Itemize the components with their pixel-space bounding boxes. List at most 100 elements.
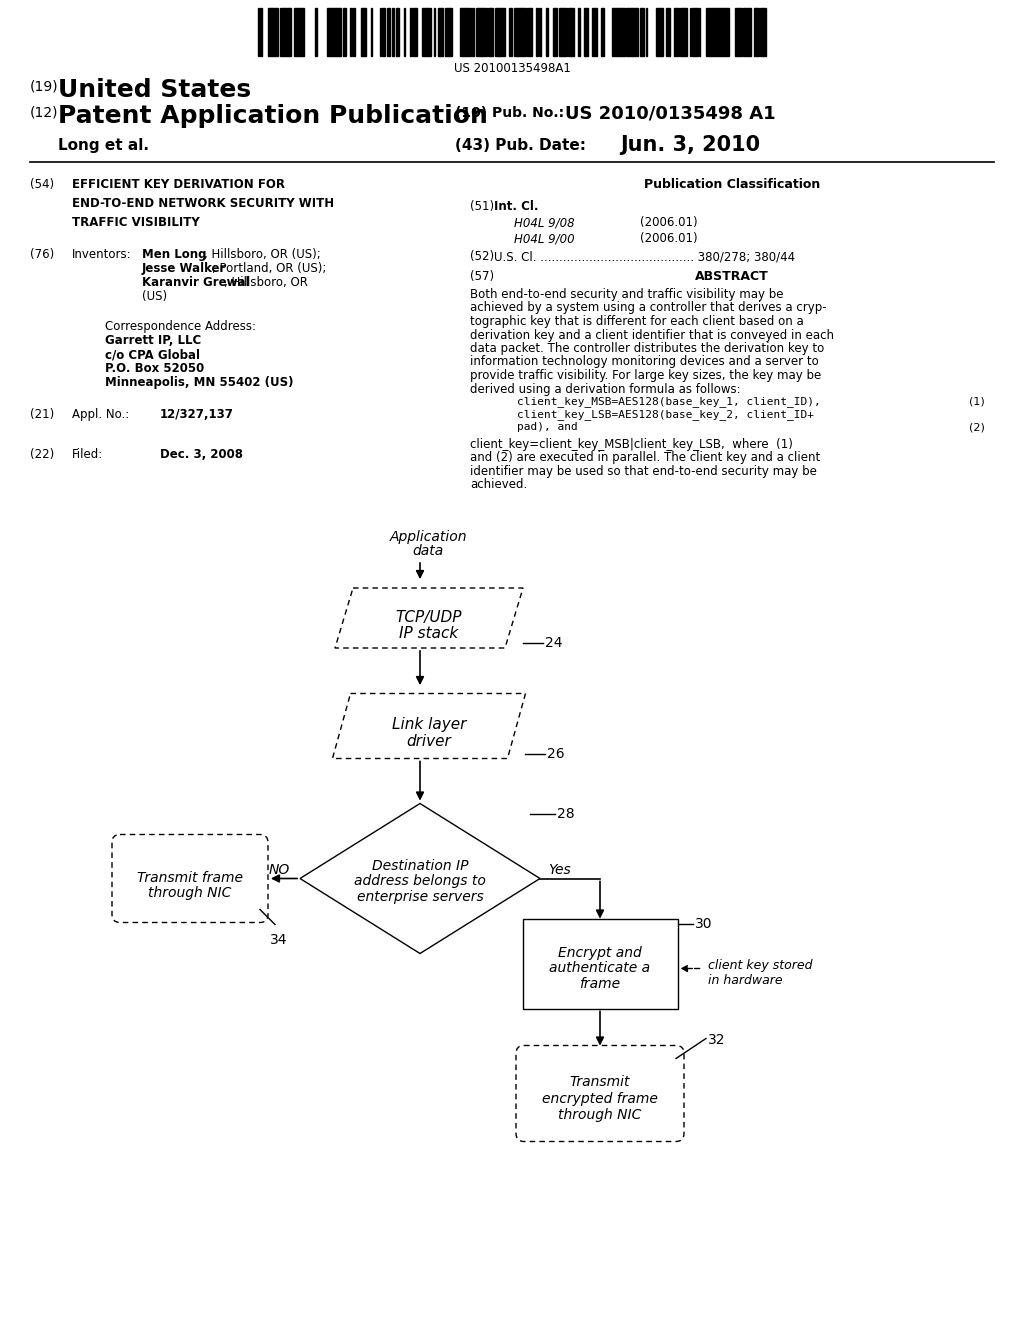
Text: enterprise servers: enterprise servers xyxy=(356,891,483,904)
Text: EFFICIENT KEY DERIVATION FOR
END-TO-END NETWORK SECURITY WITH
TRAFFIC VISIBILITY: EFFICIENT KEY DERIVATION FOR END-TO-END … xyxy=(72,178,334,228)
Text: (10) Pub. No.:: (10) Pub. No.: xyxy=(455,106,564,120)
Text: client_key_LSB=AES128(base_key_2, client_ID+: client_key_LSB=AES128(base_key_2, client… xyxy=(490,409,814,420)
Bar xyxy=(383,8,385,55)
Text: TCP/UDP: TCP/UDP xyxy=(395,610,462,624)
Bar xyxy=(350,8,352,55)
Bar xyxy=(584,8,586,55)
Text: Minneapolis, MN 55402 (US): Minneapolis, MN 55402 (US) xyxy=(105,376,294,389)
Text: U.S. Cl. ......................................... 380/278; 380/44: U.S. Cl. ...............................… xyxy=(494,249,795,263)
Bar xyxy=(439,8,443,55)
Text: Jun. 3, 2010: Jun. 3, 2010 xyxy=(620,135,760,154)
Text: Dec. 3, 2008: Dec. 3, 2008 xyxy=(160,447,243,461)
Text: (52): (52) xyxy=(470,249,495,263)
Bar xyxy=(628,8,633,55)
Text: Yes: Yes xyxy=(548,863,570,878)
Bar xyxy=(514,8,518,55)
Bar xyxy=(570,8,574,55)
Bar xyxy=(336,8,340,55)
Bar xyxy=(714,8,718,55)
Text: c/o CPA Global: c/o CPA Global xyxy=(105,348,200,360)
Bar xyxy=(461,8,466,55)
Bar xyxy=(315,8,317,55)
Bar xyxy=(561,8,564,55)
Bar xyxy=(445,8,449,55)
Bar xyxy=(482,8,487,55)
Text: (22): (22) xyxy=(30,447,54,461)
Text: ABSTRACT: ABSTRACT xyxy=(695,271,769,282)
Text: driver: driver xyxy=(407,734,452,748)
Text: achieved.: achieved. xyxy=(470,479,527,491)
Text: (2): (2) xyxy=(969,422,985,432)
Text: client_key=client_key_MSB|client_key_LSB,  where  (1): client_key=client_key_MSB|client_key_LSB… xyxy=(470,438,793,451)
Text: (21): (21) xyxy=(30,408,54,421)
Bar xyxy=(539,8,541,55)
Bar xyxy=(666,8,670,55)
Text: (43) Pub. Date:: (43) Pub. Date: xyxy=(455,139,586,153)
Text: (51): (51) xyxy=(470,201,495,213)
Text: through NIC: through NIC xyxy=(148,887,231,900)
Bar xyxy=(618,8,622,55)
Text: data: data xyxy=(413,544,443,558)
Bar xyxy=(546,8,548,55)
Bar xyxy=(694,8,696,55)
Bar xyxy=(684,8,687,55)
Bar xyxy=(268,8,270,55)
Text: achieved by a system using a controller that derives a cryp-: achieved by a system using a controller … xyxy=(470,301,826,314)
Bar xyxy=(527,8,531,55)
Text: derived using a derivation formula as follows:: derived using a derivation formula as fo… xyxy=(470,383,740,396)
Text: in hardware: in hardware xyxy=(708,974,782,986)
Text: 12/327,137: 12/327,137 xyxy=(160,408,233,421)
Text: Application: Application xyxy=(389,531,467,544)
Text: (1): (1) xyxy=(970,396,985,407)
Text: Transmit frame: Transmit frame xyxy=(137,870,243,884)
Text: pad), and: pad), and xyxy=(490,422,578,432)
Bar xyxy=(749,8,751,55)
Bar xyxy=(706,8,711,55)
Text: (57): (57) xyxy=(470,271,495,282)
Bar xyxy=(602,8,604,55)
Bar xyxy=(272,8,278,55)
Bar xyxy=(613,8,616,55)
Bar xyxy=(260,8,262,55)
Bar xyxy=(302,8,304,55)
Text: data packet. The controller distributes the derivation key to: data packet. The controller distributes … xyxy=(470,342,824,355)
FancyBboxPatch shape xyxy=(112,834,268,923)
Text: Inventors:: Inventors: xyxy=(72,248,132,261)
Bar xyxy=(718,8,720,55)
Text: Destination IP: Destination IP xyxy=(372,858,468,873)
Text: , Portland, OR (US);: , Portland, OR (US); xyxy=(212,261,327,275)
FancyBboxPatch shape xyxy=(516,1045,684,1142)
Text: 26: 26 xyxy=(547,747,564,760)
Text: Appl. No.:: Appl. No.: xyxy=(72,408,129,421)
Text: NO: NO xyxy=(268,863,290,878)
Bar xyxy=(564,8,567,55)
Text: Jesse Walker: Jesse Walker xyxy=(142,261,226,275)
Text: Encrypt and: Encrypt and xyxy=(558,945,642,960)
Text: through NIC: through NIC xyxy=(558,1107,642,1122)
Bar xyxy=(555,8,557,55)
Bar xyxy=(521,8,526,55)
Bar xyxy=(477,8,479,55)
Bar xyxy=(428,8,431,55)
Text: US 20100135498A1: US 20100135498A1 xyxy=(454,62,570,75)
Bar xyxy=(449,8,452,55)
Bar xyxy=(472,8,474,55)
Bar xyxy=(744,8,749,55)
Text: , Hillsboro, OR (US);: , Hillsboro, OR (US); xyxy=(204,248,321,261)
Text: client key stored: client key stored xyxy=(708,960,812,973)
Bar xyxy=(756,8,758,55)
Bar xyxy=(500,8,505,55)
Text: Men Long: Men Long xyxy=(142,248,207,261)
Bar xyxy=(298,8,302,55)
Text: (2006.01): (2006.01) xyxy=(640,216,697,228)
Text: (19): (19) xyxy=(30,81,58,94)
Bar xyxy=(553,8,555,55)
Bar xyxy=(414,8,416,55)
Text: Int. Cl.: Int. Cl. xyxy=(494,201,539,213)
Bar xyxy=(330,8,335,55)
Text: and (2) are executed in parallel. The client key and a client: and (2) are executed in parallel. The cl… xyxy=(470,451,820,465)
Bar xyxy=(479,8,482,55)
Text: H04L 9/00: H04L 9/00 xyxy=(514,232,574,246)
Bar xyxy=(284,8,288,55)
Bar xyxy=(422,8,427,55)
